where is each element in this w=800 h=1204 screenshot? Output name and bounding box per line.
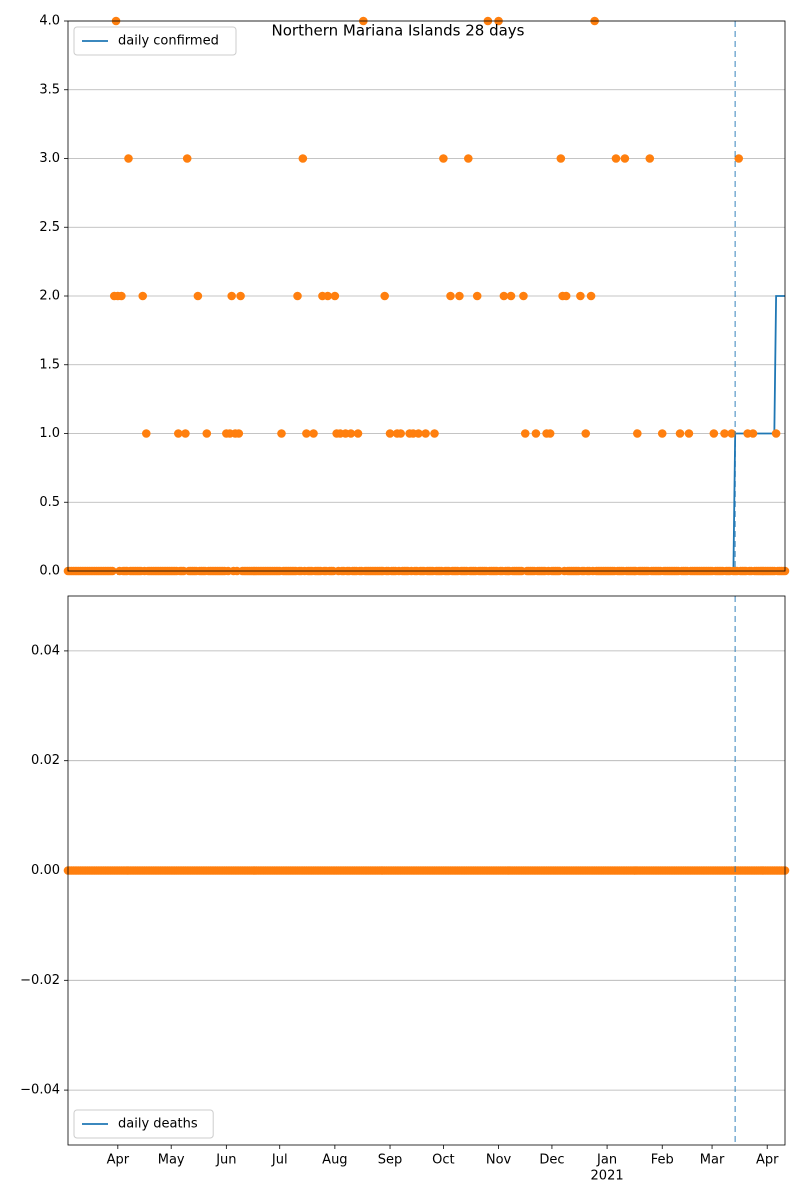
data-point bbox=[499, 291, 509, 301]
data-point bbox=[193, 291, 203, 301]
plot-frame bbox=[67, 20, 786, 572]
data-point bbox=[556, 154, 566, 163]
data-point bbox=[581, 429, 591, 438]
y-tick-label: 1.0 bbox=[39, 426, 60, 441]
x-tick-label: Oct bbox=[432, 1153, 454, 1168]
data-point bbox=[771, 429, 781, 438]
data-point bbox=[645, 154, 655, 163]
plot-frame bbox=[67, 595, 786, 1146]
data-point bbox=[446, 291, 455, 301]
legend-label: daily deaths bbox=[118, 1117, 198, 1132]
data-point bbox=[561, 291, 571, 301]
data-point bbox=[620, 154, 630, 163]
y-tick-label: 0.02 bbox=[31, 753, 60, 768]
data-point bbox=[396, 429, 406, 438]
data-point bbox=[124, 154, 133, 163]
data-point bbox=[464, 154, 473, 163]
data-point bbox=[727, 429, 736, 438]
data-point bbox=[117, 291, 126, 301]
data-point bbox=[611, 154, 621, 163]
x-tick-label: Feb bbox=[651, 1153, 674, 1168]
y-tick-label: 2.0 bbox=[39, 289, 60, 304]
data-point bbox=[309, 429, 318, 438]
data-point bbox=[346, 429, 356, 438]
data-point bbox=[330, 291, 340, 301]
data-point bbox=[531, 429, 541, 438]
data-point bbox=[576, 291, 585, 301]
y-tick-label: 0.5 bbox=[39, 495, 60, 510]
data-point bbox=[734, 154, 744, 163]
y-tick-label: 0.00 bbox=[31, 863, 60, 878]
data-point bbox=[748, 429, 758, 438]
x-tick-label: Nov bbox=[486, 1153, 512, 1168]
data-point bbox=[174, 429, 183, 438]
data-point bbox=[709, 429, 719, 438]
y-tick-label: −0.04 bbox=[20, 1083, 60, 1098]
data-point bbox=[633, 429, 642, 438]
data-point bbox=[182, 154, 192, 163]
legend-box bbox=[73, 1109, 214, 1139]
data-point bbox=[236, 291, 245, 301]
data-point bbox=[684, 429, 694, 438]
data-point bbox=[181, 429, 190, 438]
legend: daily confirmed bbox=[73, 26, 237, 56]
data-point bbox=[520, 429, 530, 438]
data-point bbox=[472, 291, 482, 301]
data-point bbox=[141, 429, 151, 438]
y-tick-label: 0.0 bbox=[39, 564, 60, 579]
x-tick-label: Jan bbox=[596, 1153, 617, 1168]
y-tick-label: −0.02 bbox=[20, 973, 60, 988]
data-point bbox=[586, 291, 596, 301]
data-point bbox=[414, 429, 423, 438]
data-point bbox=[675, 429, 685, 438]
data-point bbox=[323, 291, 333, 301]
data-point bbox=[720, 429, 729, 438]
data-point bbox=[380, 291, 389, 301]
data-point bbox=[298, 154, 308, 163]
x-tick-label: Jul bbox=[271, 1153, 288, 1168]
data-point bbox=[657, 429, 667, 438]
y-tick-label: 3.5 bbox=[39, 82, 60, 97]
data-point bbox=[506, 291, 516, 301]
data-point bbox=[227, 291, 236, 301]
x-tick-label: Aug bbox=[322, 1153, 347, 1168]
chart-title: Northern Mariana Islands 28 days bbox=[272, 22, 525, 40]
x-tick-label: Apr bbox=[107, 1153, 130, 1168]
data-point bbox=[353, 429, 363, 438]
x-tick-sublabel: 2021 bbox=[591, 1169, 624, 1184]
x-tick-label: Mar bbox=[700, 1153, 725, 1168]
legend-box bbox=[73, 26, 237, 56]
y-tick-label: 0.04 bbox=[31, 643, 60, 658]
data-point bbox=[439, 154, 448, 163]
x-tick-label: Apr bbox=[756, 1153, 779, 1168]
x-tick-label: Jun bbox=[215, 1153, 236, 1168]
data-point bbox=[302, 429, 311, 438]
x-tick-label: Sep bbox=[378, 1153, 403, 1168]
data-point bbox=[545, 429, 555, 438]
y-tick-label: 4.0 bbox=[39, 14, 60, 29]
data-point bbox=[455, 291, 464, 301]
data-point bbox=[293, 291, 302, 301]
panel: −0.04 −0.02 0.00 0.02 0.04 Apr May Jun Jul Aug Sep… bbox=[20, 595, 790, 1184]
legend: daily deaths bbox=[73, 1109, 214, 1139]
data-point bbox=[202, 429, 212, 438]
data-point bbox=[519, 291, 528, 301]
data-point bbox=[277, 429, 286, 438]
data-point bbox=[385, 429, 395, 438]
panel: 0.0 0.5 1.0 1.5 2.0 2.5 3.0 3.5 4.0 Northern Mari… bbox=[39, 14, 790, 579]
data-point bbox=[430, 429, 439, 438]
data-point bbox=[234, 429, 244, 438]
x-tick-label: May bbox=[158, 1153, 185, 1168]
data-point bbox=[138, 291, 148, 301]
data-point bbox=[421, 429, 430, 438]
y-tick-label: 3.0 bbox=[39, 151, 60, 166]
y-tick-label: 2.5 bbox=[39, 220, 60, 235]
x-tick-label: Dec bbox=[539, 1153, 564, 1168]
y-tick-label: 1.5 bbox=[39, 357, 60, 372]
legend-label: daily confirmed bbox=[118, 34, 219, 49]
